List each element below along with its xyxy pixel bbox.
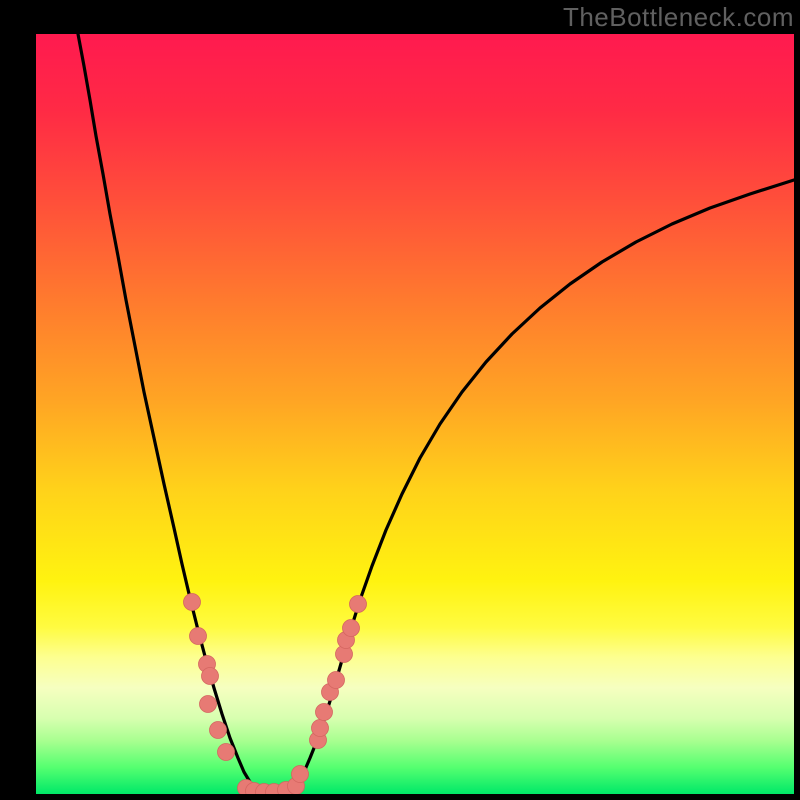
data-marker: [202, 668, 219, 685]
data-marker: [343, 620, 360, 637]
data-marker: [190, 628, 207, 645]
plot-area: [36, 34, 794, 800]
data-marker: [316, 704, 333, 721]
data-marker: [218, 744, 235, 761]
bottleneck-chart: [0, 0, 800, 800]
data-marker: [210, 722, 227, 739]
data-marker: [184, 594, 201, 611]
data-marker: [350, 596, 367, 613]
data-marker: [328, 672, 345, 689]
data-marker: [312, 720, 329, 737]
watermark-text: TheBottleneck.com: [563, 2, 794, 33]
data-marker: [200, 696, 217, 713]
data-marker: [292, 766, 309, 783]
